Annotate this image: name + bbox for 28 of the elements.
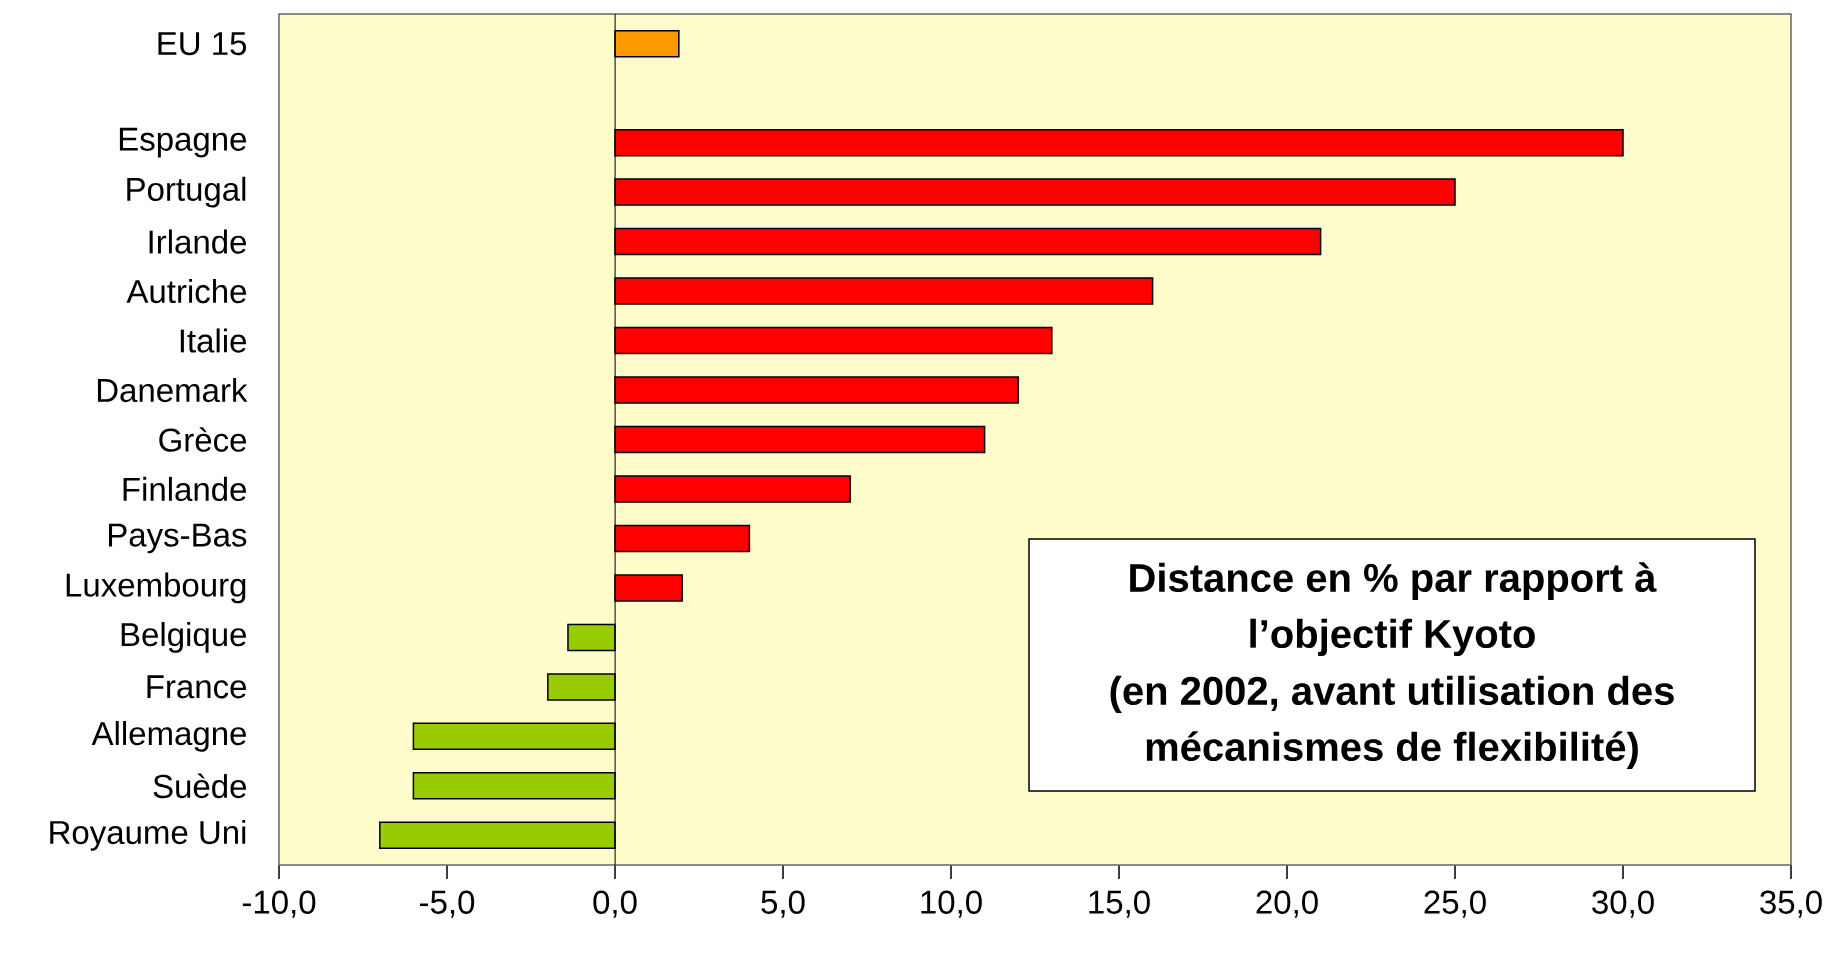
x-tick-label: 5,0 [761,890,805,918]
x-tick-label: 0,0 [593,890,637,918]
y-tick-label: Pays-Bas [108,523,247,554]
x-tick-label: 10,0 [921,890,982,918]
y-tick-label: Suède [153,773,246,799]
text: Distance en % par rapport à l’objectif Kyoto [1130,562,1657,656]
text: (en 2002, avant utilisation des mécanismes de flexibilité) [1110,675,1674,769]
x-tick-label: 30,0 [1592,890,1654,918]
y-tick-label: France [147,675,247,699]
x-tick-label: 15,0 [1089,890,1150,918]
y-tick-label: Autriche [126,278,246,304]
y-tick-label: Portugal [127,176,246,208]
x-tick-label: -10,0 [242,890,316,918]
y-tick-label: Luxembourg [66,572,246,604]
y-tick-label: Allemagne [91,720,246,752]
y-tick-label: EU 15 [158,32,247,56]
y-tick-label: Belgique [121,622,246,653]
x-tick-label: 25,0 [1424,890,1486,918]
x-tick-label: -5,0 [420,890,475,918]
y-tick-label: Irlande [149,229,246,254]
y-tick-label: Danemark [97,377,248,403]
y-tick-label: Finlande [123,476,246,502]
x-tick-label: 35,0 [1760,890,1822,918]
x-tick-label: 20,0 [1256,890,1318,918]
y-tick-label: Italie [180,328,247,353]
y-tick-label: Royaume Uni [50,819,246,851]
y-tick-label: Espagne [119,127,246,158]
y-tick-label: Grèce [159,427,247,452]
